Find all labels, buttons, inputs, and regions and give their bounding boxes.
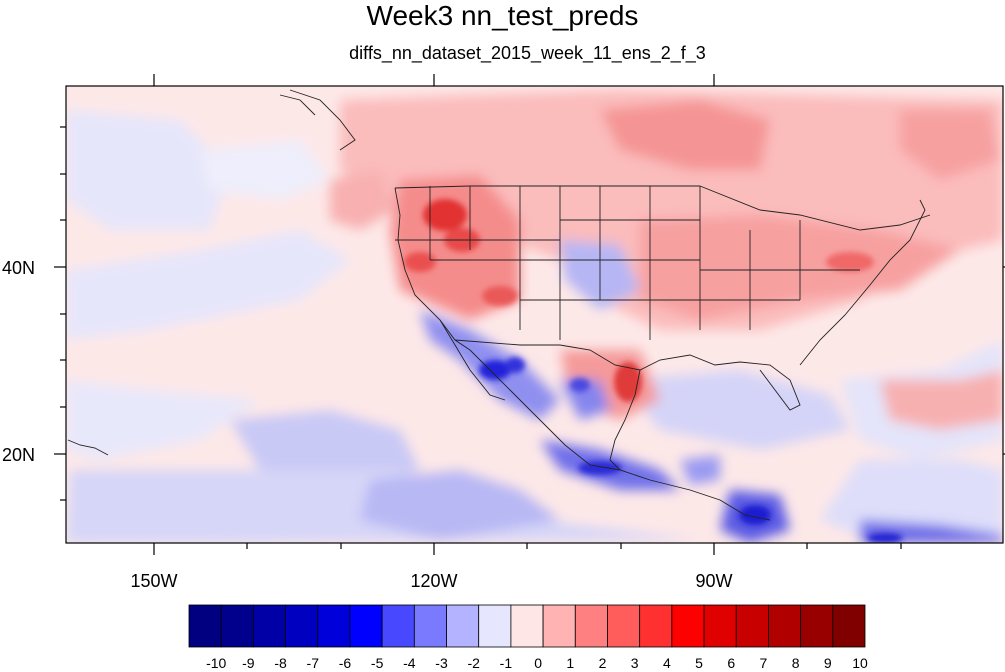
colorbar-swatch <box>768 604 802 648</box>
colorbar-label: 2 <box>599 655 607 671</box>
colorbar-swatch <box>703 604 737 648</box>
colorbar-label: -6 <box>339 655 352 671</box>
x-tick-label: 150W <box>130 571 177 591</box>
colorbar-label: 0 <box>534 655 542 671</box>
colorbar-swatch <box>478 604 512 648</box>
colorbar-swatch <box>349 604 383 648</box>
colorbar-label: 1 <box>566 655 574 671</box>
x-tick-label: 120W <box>410 571 457 591</box>
x-tick-label: 90W <box>695 571 732 591</box>
colorbar-label: 6 <box>727 655 735 671</box>
colorbar-label: -4 <box>403 655 416 671</box>
colorbar-swatch <box>639 604 673 648</box>
colorbar: -10 -9 -8 -7 -6 -5 -4 -3 -2 -1 0 1 2 3 4 5 6 7 8 9 10 <box>188 604 868 671</box>
colorbar-label: -9 <box>242 655 255 671</box>
colorbar-swatch <box>413 604 447 648</box>
colorbar-swatch <box>574 604 608 648</box>
colorbar-swatch <box>317 604 351 648</box>
map-subtitle: diffs_nn_dataset_2015_week_11_ens_2_f_3 <box>349 43 706 63</box>
colorbar-label: -5 <box>371 655 384 671</box>
colorbar-label: 4 <box>663 655 671 671</box>
field-layer <box>66 86 1003 543</box>
colorbar-swatch <box>285 604 319 648</box>
colorbar-label: 8 <box>792 655 800 671</box>
colorbar-label: -7 <box>307 655 320 671</box>
colorbar-label: -3 <box>435 655 448 671</box>
colorbar-swatch <box>735 604 769 648</box>
colorbar-label: -2 <box>467 655 480 671</box>
coastlines <box>67 89 931 521</box>
colorbar-swatch <box>188 604 222 648</box>
colorbar-swatch <box>252 604 286 648</box>
map-title: Week3 nn_test_preds <box>366 0 639 31</box>
y-tick-label: 20N <box>2 445 35 465</box>
colorbar-label: 3 <box>631 655 639 671</box>
colorbar-label: 7 <box>760 655 768 671</box>
colorbar-swatch <box>381 604 415 648</box>
colorbar-label: -8 <box>274 655 287 671</box>
colorbar-swatch <box>510 604 544 648</box>
colorbar-swatch <box>542 604 576 648</box>
colorbar-label: 10 <box>852 655 868 671</box>
colorbar-swatch <box>832 604 866 648</box>
colorbar-swatch <box>671 604 705 648</box>
colorbar-label: 9 <box>824 655 832 671</box>
colorbar-swatch <box>446 604 480 648</box>
colorbar-label: -10 <box>206 655 226 671</box>
colorbar-label: 5 <box>695 655 703 671</box>
y-tick-label: 40N <box>2 258 35 278</box>
colorbar-swatch <box>800 604 834 648</box>
colorbar-swatch <box>607 604 641 648</box>
colorbar-label: -1 <box>500 655 513 671</box>
colorbar-swatch <box>220 604 254 648</box>
